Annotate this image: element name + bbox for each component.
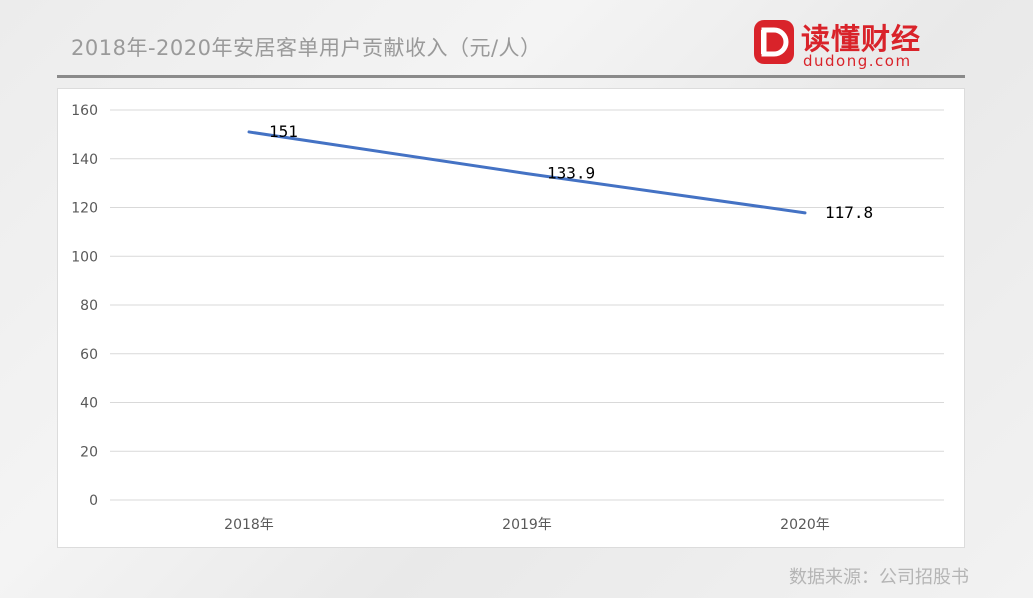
x-tick-label: 2020年 [780,517,830,533]
y-tick-label: 80 [80,298,98,314]
y-tick-label: 40 [80,396,98,412]
logo-text-cn: 读懂财经 [801,22,922,56]
chart-title: 2018年-2020年安居客单用户贡献收入（元/人） [71,36,542,60]
x-tick-label: 2018年 [224,517,274,533]
y-tick-label: 120 [71,201,98,217]
line-chart: 0 20 40 60 80 100 120 140 160 2018年 2019年 2020年 151 1… [71,103,944,533]
y-tick-label: 100 [71,249,98,265]
y-tick-label: 60 [80,347,98,363]
brand-logo: 读懂财经 dudong.com [752,14,952,74]
y-tick-label: 0 [89,493,98,509]
x-tick-label: 2019年 [502,517,552,533]
y-tick-label: 160 [71,103,98,119]
logo-text-en: dudong.com [803,52,912,70]
y-tick-label: 20 [80,444,98,460]
logo-mark-icon [754,20,794,64]
chart-panel: 0 20 40 60 80 100 120 140 160 2018年 2019年 2020年 151 1… [57,88,965,548]
data-source-note: 数据来源：公司招股书 [789,567,969,588]
series-line [247,130,807,215]
data-label: 117.8 [825,203,873,222]
data-label: 151 [269,122,298,141]
title-underline [57,75,965,78]
data-label: 133.9 [547,164,595,183]
y-tick-label: 140 [71,152,98,168]
